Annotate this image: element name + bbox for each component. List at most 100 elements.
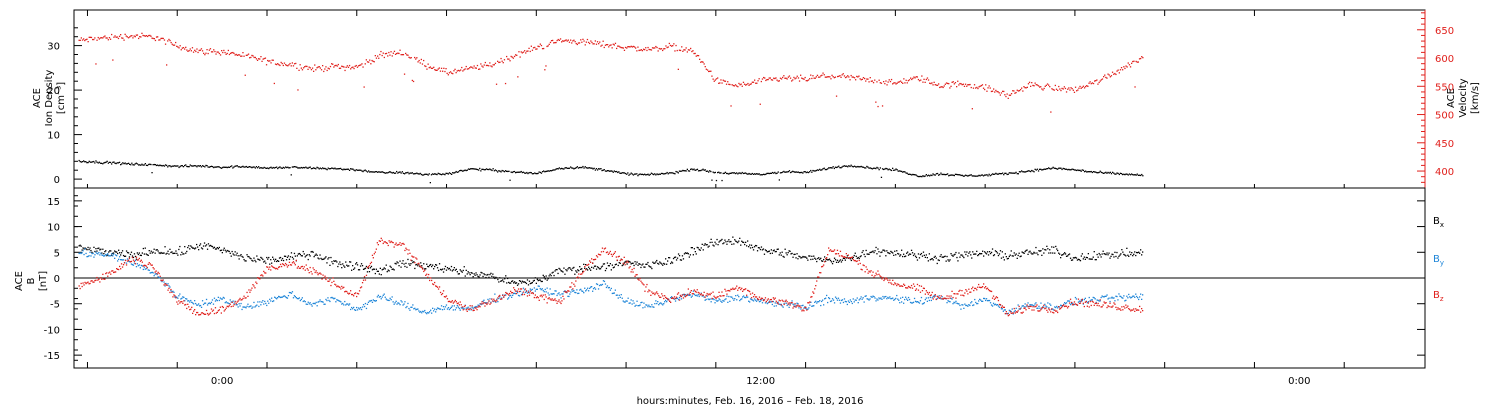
data-point [785,252,787,254]
data-point [304,256,306,258]
data-point [826,294,828,297]
data-point [330,297,332,299]
data-point [152,164,154,166]
data-point [276,63,278,66]
data-point [907,299,909,301]
data-point [420,173,422,176]
data-point [679,49,682,52]
data-point [541,296,543,298]
data-point [220,312,222,314]
data-point [465,269,467,271]
data-point [313,70,315,72]
data-point [428,67,430,69]
data-point [1100,296,1102,299]
data-point [300,67,302,69]
data-point [177,303,179,305]
data-point [545,275,547,277]
data-point [333,298,335,300]
density-series [78,159,1144,184]
data-point [1065,302,1068,304]
data-point [286,297,289,299]
data-point [96,161,98,163]
data-point [721,179,723,182]
data-point [658,295,660,297]
data-point [973,253,975,255]
data-point [209,303,212,305]
data-point [262,58,264,60]
data-point [799,256,801,258]
data-point [709,170,711,172]
data-point [257,258,259,260]
data-point [86,249,88,251]
data-point [666,301,668,303]
data-point [153,268,155,270]
data-point [285,264,288,266]
data-point [202,245,205,247]
data-point [446,308,449,310]
data-point [226,305,228,307]
data-point [1049,167,1051,170]
data-point [1033,251,1035,253]
data-point [1142,57,1144,59]
data-point [242,297,244,300]
data-point [484,302,486,304]
data-point [875,272,877,274]
data-point [791,171,793,173]
data-point [679,170,682,172]
data-point [803,78,805,80]
data-point [1024,250,1026,253]
data-point [365,265,368,268]
data-point [327,258,329,260]
data-point [950,253,952,255]
data-point [758,247,761,249]
data-point [566,292,568,294]
data-point [180,301,182,303]
data-point [508,297,510,299]
data-point [641,264,643,266]
data-point [896,82,898,84]
data-point [296,255,298,257]
data-point [292,65,295,67]
data-point [795,171,797,173]
data-point [306,65,308,68]
data-point [86,162,88,164]
data-point [413,256,415,258]
data-point [312,302,314,305]
data-point [1061,87,1063,90]
data-point [894,82,896,84]
data-point [929,82,931,84]
data-point [566,167,568,169]
data-point [298,69,300,71]
data-point [701,295,703,297]
data-point [1103,76,1105,78]
data-point [815,285,817,287]
data-point [1071,88,1073,90]
data-point [1008,172,1010,174]
data-point [622,264,624,266]
data-point [221,252,223,254]
data-point [405,247,407,249]
data-point [538,285,540,287]
data-point [824,298,826,300]
data-point [978,254,980,256]
data-point [1000,308,1003,310]
data-point [198,49,200,52]
data-point [364,267,367,269]
data-point [953,301,955,303]
data-point [251,307,253,309]
data-point [1078,169,1080,172]
data-point [103,162,105,164]
data-point [717,244,719,246]
data-point [360,64,362,66]
data-point [242,306,244,308]
data-point [278,266,281,268]
data-point [447,74,449,76]
data-point [213,312,216,315]
data-point [861,298,863,300]
data-point [856,260,858,262]
data-point [977,302,979,305]
data-point [127,162,130,164]
data-point [1099,300,1101,302]
data-point [385,264,387,266]
data-point [992,302,995,304]
